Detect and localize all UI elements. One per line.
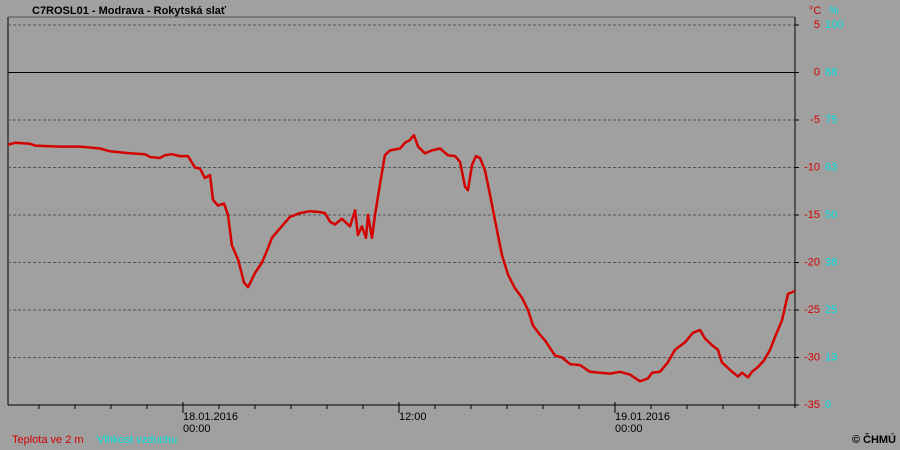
x-tick-label-line: 18.01.2016 <box>183 411 238 423</box>
x-tick-label-line: 00:00 <box>183 423 211 435</box>
y-tick-label: -10 <box>804 161 820 173</box>
x-tick-label: 12:00 <box>399 411 427 423</box>
y2-tick-label: 75 <box>825 114 837 126</box>
y-unit: °C <box>809 5 821 17</box>
y2-unit: % <box>829 5 839 17</box>
y2-tick-label: 50 <box>825 209 837 221</box>
legend-label: Vlhkost vzduchu <box>97 434 177 446</box>
y-tick-label: -25 <box>804 304 820 316</box>
credit: © ČHMÚ <box>852 433 896 446</box>
y2-tick-label: 25 <box>825 304 837 316</box>
legend-label: Teplota ve 2 m <box>12 434 84 446</box>
x-tick-label-line: 00:00 <box>615 423 643 435</box>
y2-tick-label: 0 <box>825 399 831 411</box>
y2-tick-label: 63 <box>825 161 837 173</box>
temperature-line <box>7 133 796 383</box>
y2-tick-label: 38 <box>825 256 837 268</box>
x-tick-label: 19.01.2016 00:00 <box>615 411 670 435</box>
y2-tick-label: 100 <box>825 19 843 31</box>
y-tick-label: 5 <box>814 19 820 31</box>
x-tick-label-line: 19.01.2016 <box>615 411 670 423</box>
y2-tick-label: 88 <box>825 66 837 78</box>
x-tick-label: 18.01.2016 00:00 <box>183 411 238 435</box>
y2-tick-label: 13 <box>825 351 837 363</box>
y-tick-label: 0 <box>814 66 820 78</box>
y-tick-label: -15 <box>804 209 820 221</box>
y-tick-label: -20 <box>804 256 820 268</box>
y-tick-label: -30 <box>804 351 820 363</box>
y-tick-label: -5 <box>810 114 820 126</box>
y-tick-label: -35 <box>804 399 820 411</box>
chart-title: C7ROSL01 - Modrava - Rokytská slať <box>32 5 227 17</box>
